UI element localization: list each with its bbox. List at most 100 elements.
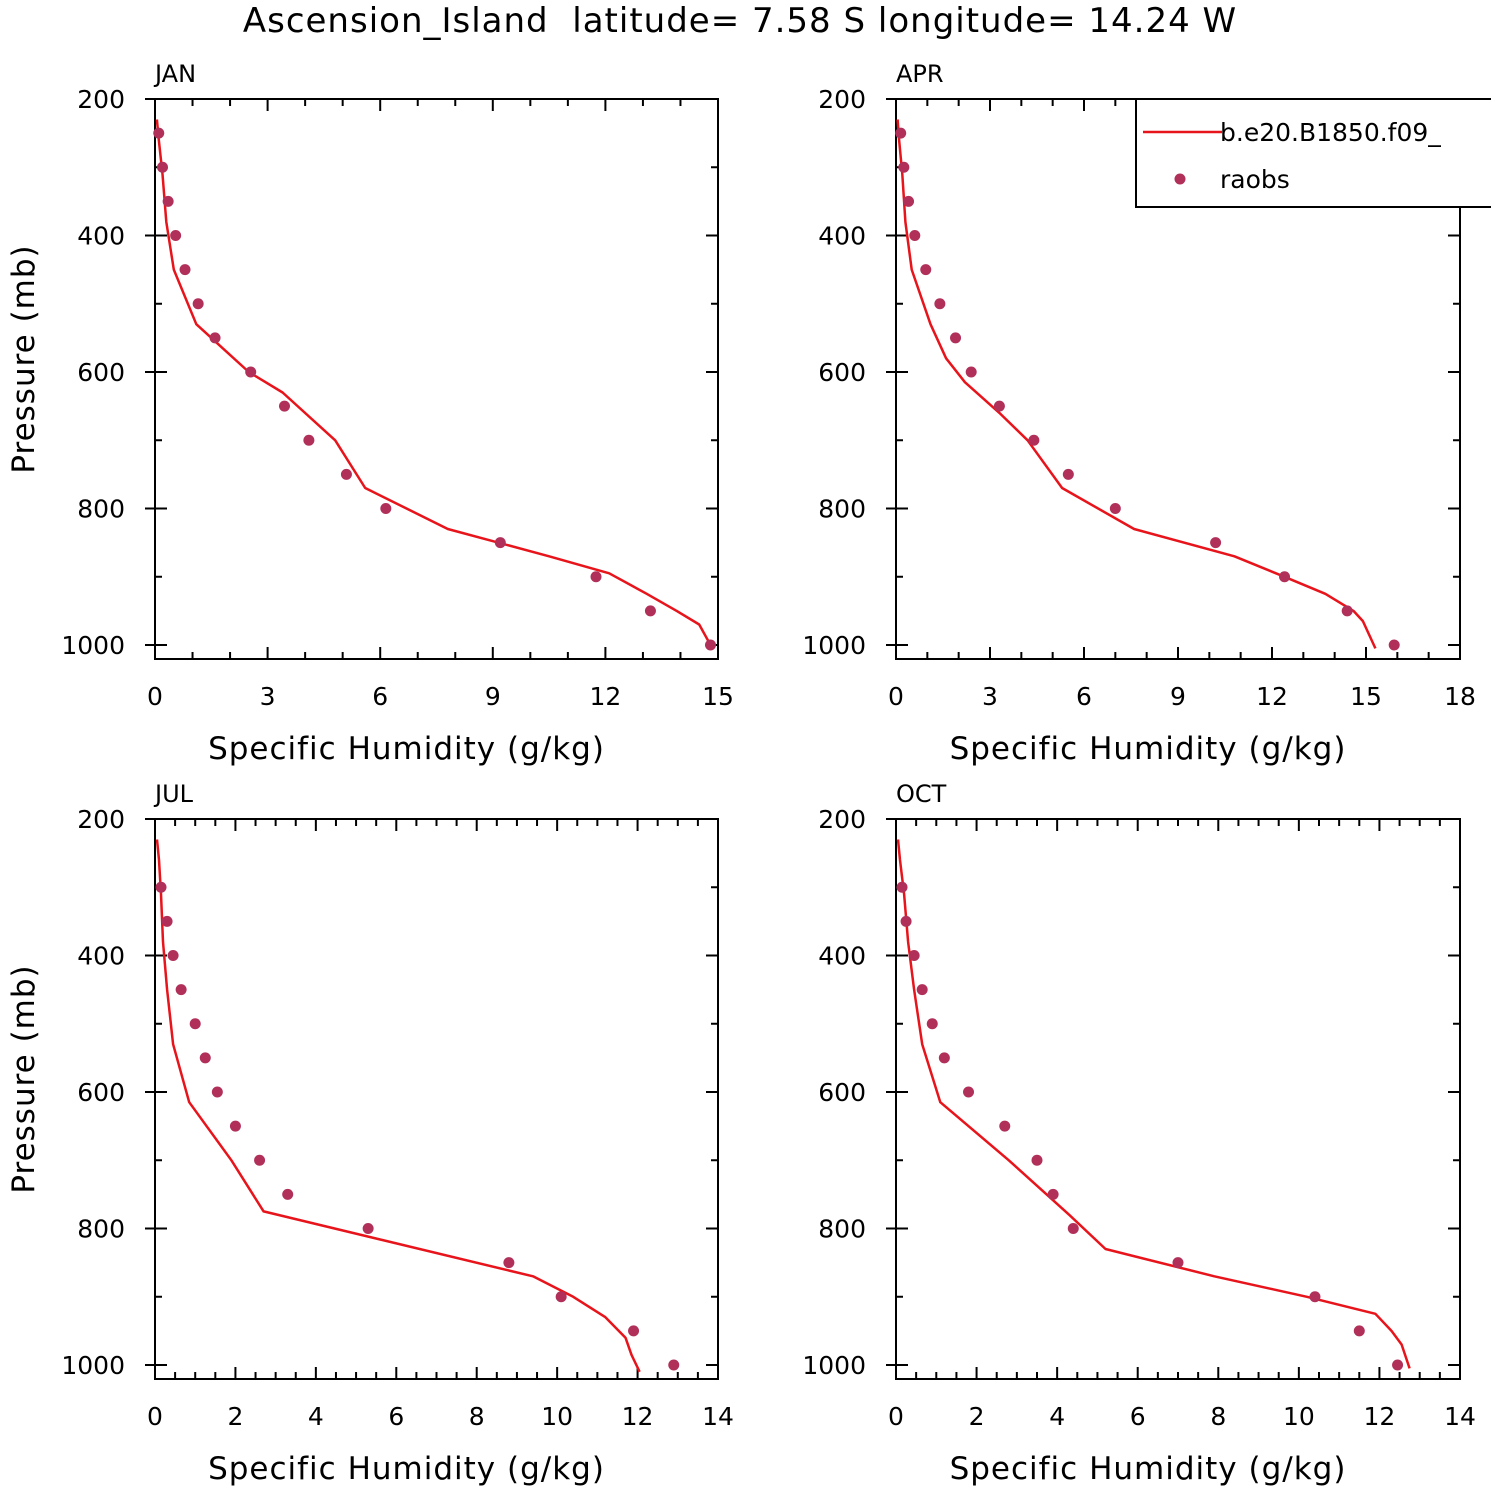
y-tick-label: 200 — [77, 805, 125, 834]
raobs-point — [934, 298, 946, 310]
raobs-point — [1172, 1257, 1184, 1269]
x-axis-label: Specific Humidity (g/kg) — [950, 731, 1347, 767]
x-tick-label: 8 — [469, 1402, 485, 1431]
x-tick-label: 12 — [589, 682, 621, 711]
raobs-point — [590, 571, 602, 583]
y-tick-label: 400 — [818, 222, 866, 251]
x-tick-label: 18 — [1444, 682, 1476, 711]
raobs-point — [1388, 639, 1400, 651]
y-tick-label: 200 — [77, 85, 125, 114]
x-tick-label: 2 — [969, 1402, 985, 1431]
x-tick-label: 6 — [372, 682, 388, 711]
y-tick-label: 600 — [818, 1078, 866, 1107]
raobs-point — [199, 1052, 211, 1064]
model-profile-line — [155, 119, 712, 646]
raobs-point — [175, 984, 187, 996]
raobs-point — [938, 1052, 950, 1064]
raobs-point — [245, 366, 257, 378]
model-profile-line — [155, 839, 641, 1373]
raobs-point — [993, 400, 1005, 412]
raobs-point — [926, 1018, 938, 1030]
panel-label: APR — [896, 60, 944, 88]
model-profile-line — [896, 839, 1411, 1369]
raobs-point — [628, 1325, 640, 1337]
raobs-point — [895, 127, 907, 139]
raobs-point — [170, 230, 182, 241]
y-tick-label: 1000 — [802, 631, 866, 660]
x-tick-label: 12 — [622, 1402, 654, 1431]
x-tick-label: 0 — [888, 1402, 904, 1431]
x-axis-label: Specific Humidity (g/kg) — [950, 1451, 1347, 1487]
raobs-point — [179, 264, 191, 276]
y-tick-label: 400 — [77, 942, 125, 971]
panel-jul: JUL 0 2 4 6 8 10 12 14 200 400 600 800 1000 Specific H… — [6, 780, 734, 1487]
raobs-point — [1062, 468, 1074, 480]
raobs-point — [920, 264, 932, 276]
panel-oct: OCT 0 2 4 6 8 10 12 14 200 400 600 800 1000 Specific H… — [802, 780, 1476, 1487]
x-tick-label: 6 — [388, 1402, 404, 1431]
raobs-point — [503, 1257, 515, 1269]
x-tick-label: 9 — [1170, 682, 1186, 711]
legend-label-model: b.e20.B1850.f09_ — [1220, 118, 1441, 147]
y-tick-label: 1000 — [802, 1351, 866, 1380]
raobs-point — [254, 1154, 266, 1166]
y-tick-label: 400 — [818, 942, 866, 971]
y-tick-label: 1000 — [61, 631, 125, 660]
raobs-point — [155, 881, 167, 893]
raobs-point — [668, 1359, 680, 1371]
y-tick-label: 200 — [818, 805, 866, 834]
raobs-point — [362, 1223, 374, 1234]
raobs-point — [282, 1188, 294, 1200]
y-axis-label: Pressure (mb) — [6, 964, 42, 1193]
y-tick-label: 600 — [77, 358, 125, 387]
x-tick-label: 10 — [541, 1402, 573, 1431]
y-tick-label: 1000 — [61, 1351, 125, 1380]
x-tick-label: 14 — [702, 1402, 734, 1431]
figure-title: Ascension_Island latitude= 7.58 S longit… — [243, 1, 1237, 41]
x-tick-label: 6 — [1130, 1402, 1146, 1431]
raobs-point — [999, 1120, 1011, 1132]
raobs-point — [1109, 503, 1121, 514]
x-tick-label: 4 — [308, 1402, 324, 1431]
x-tick-label: 14 — [1444, 1402, 1476, 1431]
y-tick-label: 600 — [818, 358, 866, 387]
raobs-point — [380, 503, 392, 514]
raobs-point — [162, 195, 174, 207]
raobs-point — [229, 1120, 241, 1132]
raobs-point — [903, 195, 915, 207]
raobs-point — [896, 881, 908, 893]
raobs-point — [1047, 1188, 1059, 1200]
panel-label: JUL — [153, 780, 194, 808]
raobs-point — [211, 1086, 223, 1098]
x-tick-label: 0 — [147, 1402, 163, 1431]
raobs-point — [167, 950, 179, 961]
raobs-point — [908, 950, 920, 961]
y-tick-label: 800 — [77, 1215, 125, 1244]
y-tick-label: 800 — [818, 495, 866, 524]
raobs-point — [340, 468, 352, 480]
raobs-point — [192, 298, 204, 310]
y-tick-label: 800 — [818, 1215, 866, 1244]
x-tick-label: 12 — [1256, 682, 1288, 711]
x-tick-label: 6 — [1076, 682, 1092, 711]
y-tick-label: 400 — [77, 222, 125, 251]
y-tick-label: 800 — [77, 495, 125, 524]
x-tick-label: 4 — [1049, 1402, 1065, 1431]
legend-marker-swatch — [1174, 173, 1186, 185]
raobs-point — [644, 605, 656, 617]
raobs-point — [909, 230, 921, 241]
y-axis-label: Pressure (mb) — [6, 244, 42, 473]
panel-jan: JAN 0 3 6 9 12 15 200 400 600 800 1000 Specific Humi… — [6, 60, 734, 767]
legend-label-raobs: raobs — [1220, 165, 1290, 194]
panel-label: OCT — [896, 780, 947, 808]
raobs-point — [1210, 537, 1222, 549]
raobs-point — [494, 537, 506, 549]
raobs-point — [161, 915, 173, 927]
raobs-point — [950, 332, 962, 344]
raobs-point — [965, 366, 977, 378]
legend-box — [1135, 98, 1491, 208]
raobs-point — [157, 161, 169, 173]
x-tick-label: 3 — [982, 682, 998, 711]
panel-label: JAN — [153, 60, 196, 88]
